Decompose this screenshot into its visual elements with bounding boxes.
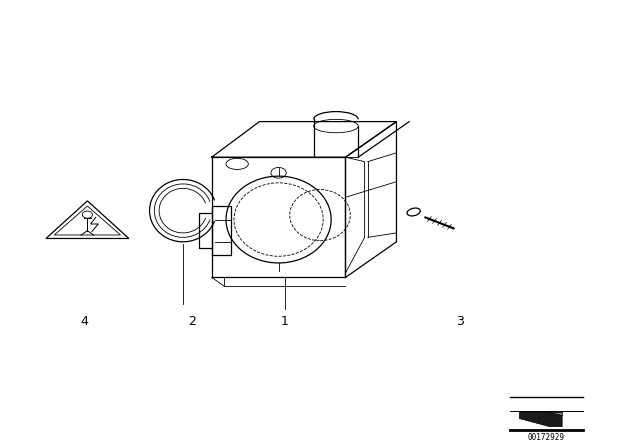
Text: 00172929: 00172929 [528, 434, 564, 443]
Text: 2: 2 [189, 315, 196, 328]
Text: 1: 1 [281, 315, 289, 328]
Text: 4: 4 [80, 315, 88, 328]
Text: 3: 3 [456, 315, 464, 328]
Polygon shape [520, 412, 562, 426]
Polygon shape [549, 412, 562, 415]
